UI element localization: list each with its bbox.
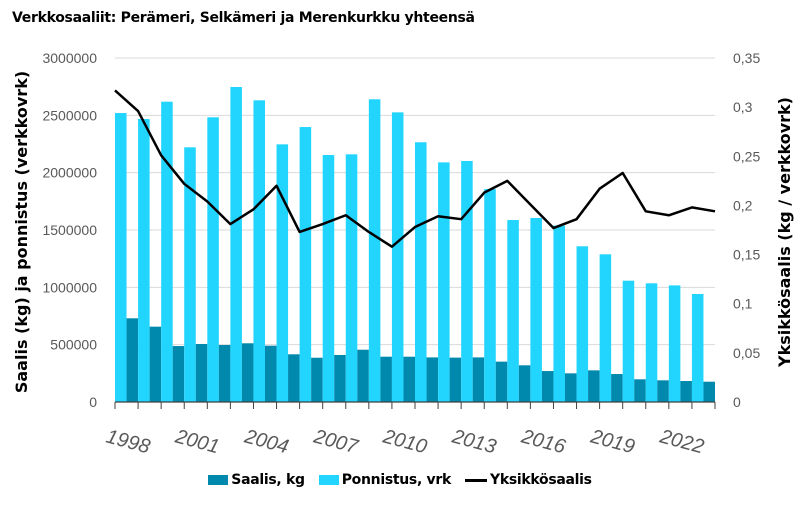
chart-title: Verkkosaaliit: Perämeri, Selkämeri ja Me… [12,10,475,26]
bar-ponnistus-2000 [184,147,196,402]
bar-saalis-2014 [495,361,508,402]
bar-ponnistus-2006 [322,155,335,402]
bar-ponnistus-2003 [253,100,265,402]
bar-saalis-2010 [403,356,415,402]
bar-ponnistus-2021 [668,285,681,402]
bar-saalis-2022 [680,381,692,402]
bar-saalis-2008 [357,349,369,402]
y2-tick-label: 0,35 [733,50,760,66]
y2-tick-label: 0,25 [733,148,760,164]
bar-saalis-2004 [265,345,277,402]
bar-saalis-2012 [449,357,462,402]
bar-ponnistus-1997 [115,113,127,402]
bar-ponnistus-2002 [230,87,242,402]
x-tick-label: 2019 [587,425,637,458]
bar-ponnistus-2005 [299,127,312,403]
y2-tick-label: 0,05 [733,345,760,361]
bar-ponnistus-2007 [345,154,358,402]
bar-saalis-2000 [172,346,185,402]
bar-ponnistus-2020 [645,283,658,402]
bar-ponnistus-1999 [161,101,173,403]
bar-ponnistus-2022 [691,293,704,402]
y2-tick-label: 0,15 [733,247,760,263]
legend-label-saalis: Saalis, kg [231,472,305,488]
y2-tick-label: 0,1 [733,296,753,312]
y-tick-label: 0 [89,394,97,410]
bar-saalis-2018 [588,370,600,402]
x-tick-label: 2001 [172,425,222,458]
bar-ponnistus-2008 [368,99,381,402]
bar-saalis-2001 [195,343,208,402]
legend-label-yksikkosaalis: Yksikkösaalis [490,472,592,488]
bar-ponnistus-2009 [391,112,404,403]
bar-saalis-1998 [126,318,139,402]
bar-saalis-2011 [426,357,439,402]
y-tick-label: 1000000 [42,279,97,295]
bars [115,87,727,403]
y-tick-label: 2500000 [42,107,97,123]
legend-swatch-ponnistus [318,475,339,485]
bar-ponnistus-2016 [553,225,565,402]
bar-ponnistus-2023 [715,296,727,402]
bar-ponnistus-2013 [484,189,496,402]
bar-saalis-2006 [311,357,323,402]
bar-saalis-2015 [518,365,531,402]
bar-saalis-2020 [634,379,646,402]
bar-saalis-2007 [334,354,346,402]
bar-ponnistus-2004 [276,144,289,402]
x-tick-label: 2010 [380,425,430,458]
bar-saalis-2023 [703,381,715,402]
bar-ponnistus-2011 [438,162,450,402]
bar-ponnistus-1998 [138,119,150,402]
x-tick-label: 2022 [657,425,707,458]
bar-ponnistus-2019 [622,280,635,402]
legend: Saalis, kg Ponnistus, vrk Yksikkösaalis [0,472,800,488]
bar-ponnistus-2014 [507,220,519,402]
bar-saalis-2013 [472,357,485,402]
legend-line-yksikkosaalis [465,478,487,482]
bar-ponnistus-2012 [461,160,473,402]
legend-item-saalis: Saalis, kg [208,472,305,488]
bar-saalis-1999 [149,326,162,402]
x-tick-label: 2013 [449,425,499,458]
bar-ponnistus-2001 [207,117,219,403]
legend-label-ponnistus: Ponnistus, vrk [341,472,452,488]
y-tick-label: 1500000 [42,222,97,238]
bar-saalis-2021 [657,380,669,402]
bar-ponnistus-2015 [530,217,542,402]
bar-saalis-2016 [541,371,554,402]
bar-saalis-2019 [611,374,623,402]
bar-ponnistus-2010 [415,142,427,402]
x-tick-label: 2004 [241,425,291,458]
y2-tick-label: 0 [733,394,741,410]
bar-saalis-2009 [380,356,392,402]
y-tick-label: 3000000 [42,50,97,66]
y-tick-label: 2000000 [42,165,97,181]
legend-item-yksikkosaalis: Yksikkösaalis [465,472,592,488]
x-tick-label: 2016 [518,425,568,458]
y2-axis-title: Yksikkösaalis (kg / verkkovrk) [775,97,794,368]
bar-saalis-2002 [218,345,231,402]
legend-item-ponnistus: Ponnistus, vrk [318,472,452,488]
bar-saalis-2003 [241,343,254,402]
bar-ponnistus-2018 [599,254,612,402]
x-tick-label: 1998 [104,426,153,459]
bar-ponnistus-2017 [576,246,589,402]
y2-tick-label: 0,2 [733,197,753,213]
y-axis-title: Saalis (kg) ja ponnistus (verkkovrk) [12,71,31,393]
bar-saalis-2017 [565,373,577,402]
y2-tick-label: 0,3 [733,99,753,115]
bar-saalis-2005 [288,354,300,402]
legend-swatch-saalis [208,475,229,485]
y-tick-label: 500000 [50,337,97,353]
x-tick-label: 2007 [310,425,360,458]
